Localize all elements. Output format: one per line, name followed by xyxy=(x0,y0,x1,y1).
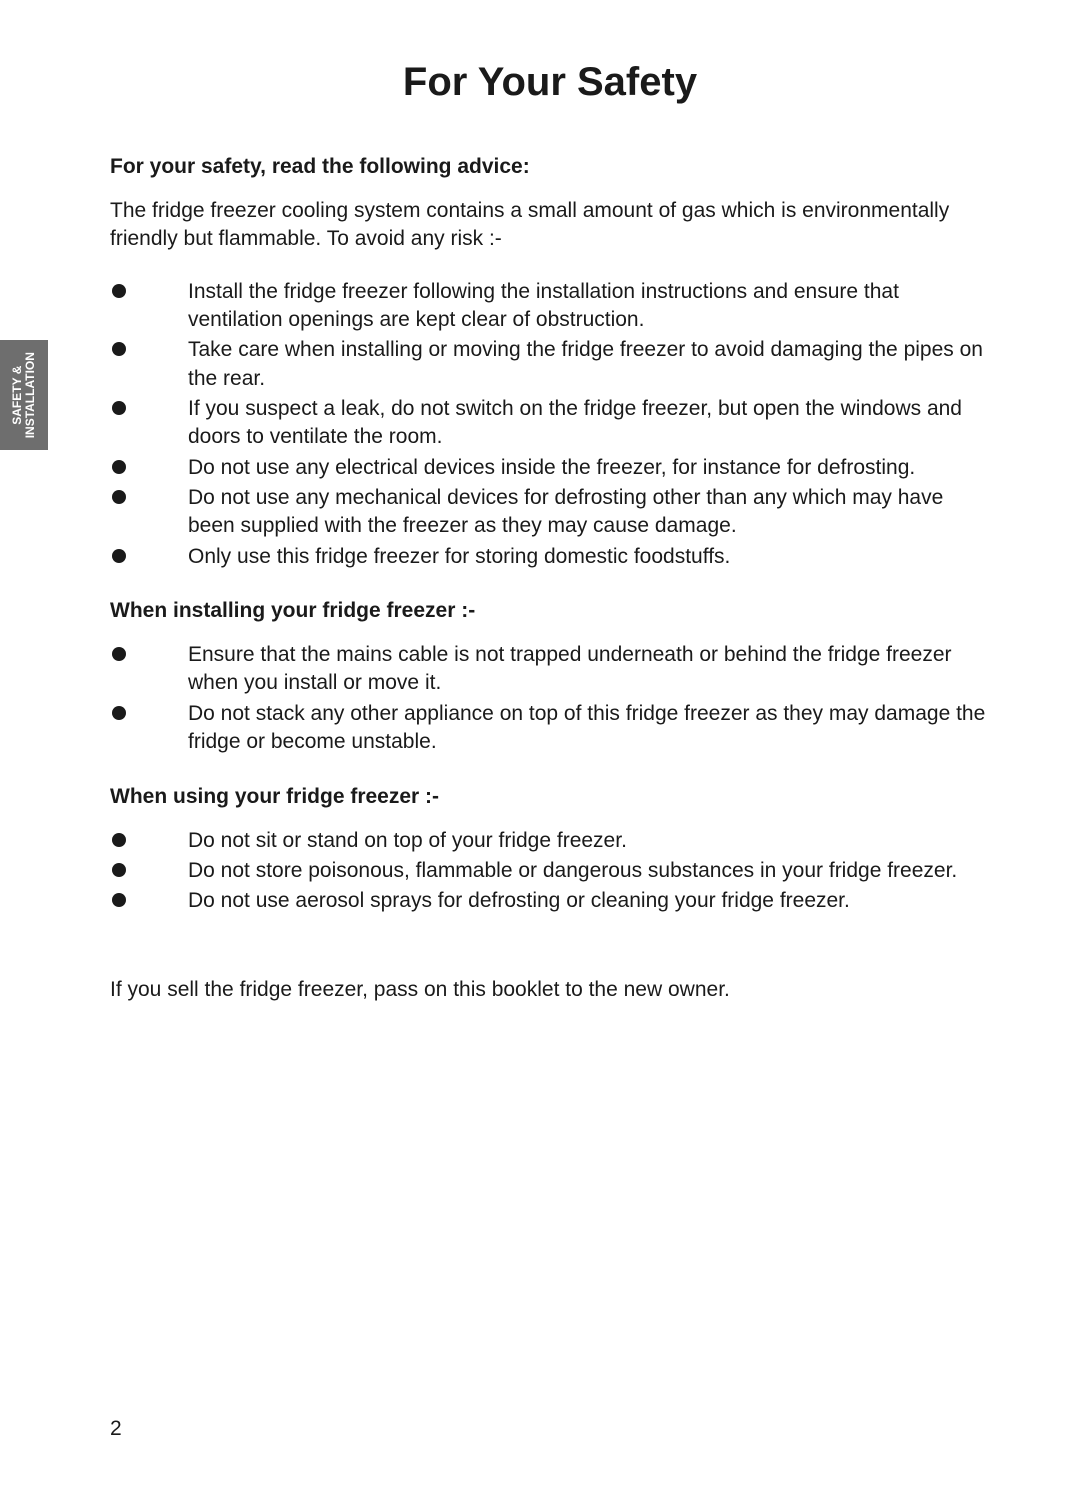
section-heading: For your safety, read the following advi… xyxy=(110,155,990,179)
list-item: Do not store poisonous, flammable or dan… xyxy=(110,857,990,885)
list-item: Do not use any mechanical devices for de… xyxy=(110,484,990,541)
list-item: Only use this fridge freezer for storing… xyxy=(110,543,990,571)
section-tab-text: SAFETY & INSTALLATION xyxy=(11,352,37,438)
list-item-text: Ensure that the mains cable is not trapp… xyxy=(188,641,990,698)
bullet-icon xyxy=(112,284,126,298)
bullet-icon xyxy=(112,833,126,847)
list-item-text: Do not use any electrical devices inside… xyxy=(188,454,990,482)
page-number: 2 xyxy=(110,1417,122,1441)
bullet-list: Ensure that the mains cable is not trapp… xyxy=(110,641,990,756)
bullet-list: Install the fridge freezer following the… xyxy=(110,278,990,571)
list-item: Do not use any electrical devices inside… xyxy=(110,454,990,482)
section-intro: The fridge freezer cooling system contai… xyxy=(110,197,990,254)
section-heading: When installing your fridge freezer :- xyxy=(110,599,990,623)
list-item: Do not use aerosol sprays for defrosting… xyxy=(110,887,990,915)
list-item: If you suspect a leak, do not switch on … xyxy=(110,395,990,452)
list-item-text: If you suspect a leak, do not switch on … xyxy=(188,395,990,452)
list-item-text: Do not use any mechanical devices for de… xyxy=(188,484,990,541)
bullet-icon xyxy=(112,706,126,720)
bullet-icon xyxy=(112,401,126,415)
list-item-text: Do not store poisonous, flammable or dan… xyxy=(188,857,990,885)
bullet-icon xyxy=(112,460,126,474)
list-item-text: Take care when installing or moving the … xyxy=(188,336,990,393)
list-item: Do not sit or stand on top of your fridg… xyxy=(110,827,990,855)
tab-line-2: INSTALLATION xyxy=(23,352,37,438)
bullet-icon xyxy=(112,490,126,504)
list-item-text: Only use this fridge freezer for storing… xyxy=(188,543,990,571)
page-title: For Your Safety xyxy=(110,60,990,105)
bullet-list: Do not sit or stand on top of your fridg… xyxy=(110,827,990,916)
list-item-text: Do not sit or stand on top of your fridg… xyxy=(188,827,990,855)
section-heading: When using your fridge freezer :- xyxy=(110,785,990,809)
list-item: Install the fridge freezer following the… xyxy=(110,278,990,335)
list-item-text: Install the fridge freezer following the… xyxy=(188,278,990,335)
bullet-icon xyxy=(112,342,126,356)
list-item: Ensure that the mains cable is not trapp… xyxy=(110,641,990,698)
section-tab: SAFETY & INSTALLATION xyxy=(0,340,48,450)
bullet-icon xyxy=(112,893,126,907)
tab-line-1: SAFETY & xyxy=(10,365,24,424)
closing-text: If you sell the fridge freezer, pass on … xyxy=(110,976,990,1004)
bullet-icon xyxy=(112,647,126,661)
list-item-text: Do not use aerosol sprays for defrosting… xyxy=(188,887,990,915)
list-item: Take care when installing or moving the … xyxy=(110,336,990,393)
bullet-icon xyxy=(112,549,126,563)
bullet-icon xyxy=(112,863,126,877)
page-content: For Your Safety For your safety, read th… xyxy=(0,0,1080,1064)
list-item: Do not stack any other appliance on top … xyxy=(110,700,990,757)
list-item-text: Do not stack any other appliance on top … xyxy=(188,700,990,757)
